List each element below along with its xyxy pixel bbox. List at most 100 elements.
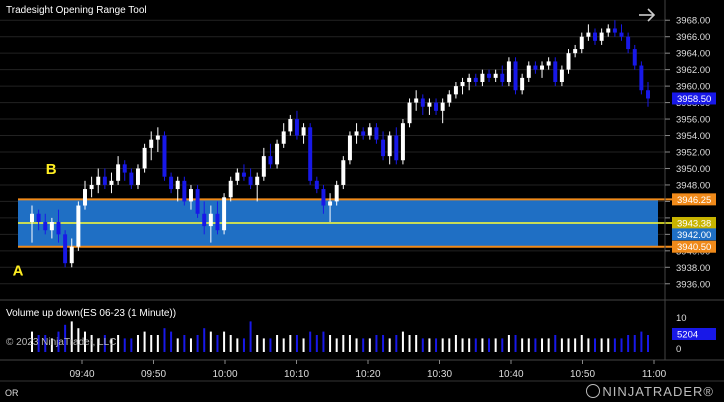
candle-body <box>294 119 299 136</box>
candle-body <box>487 73 492 78</box>
axes: 3936.003938.003940.003942.003948.003950.… <box>69 0 710 380</box>
volume-bar <box>276 335 279 352</box>
y-tick-label: 3960.00 <box>676 82 710 93</box>
candle-body <box>162 135 167 177</box>
x-tick-label: 10:00 <box>212 369 237 380</box>
candle-body <box>69 246 74 264</box>
candle-body <box>347 135 352 161</box>
brand-name: NINJATRADER <box>602 384 704 399</box>
price-tag-bg <box>672 228 716 241</box>
volume-bar <box>547 338 550 352</box>
candle-body <box>175 180 180 190</box>
volume-price-tag: 5204 <box>677 330 698 341</box>
volume-bar <box>50 338 53 352</box>
volume-bar <box>395 335 398 352</box>
volume-bar <box>368 338 371 352</box>
x-tick-label: 11:00 <box>642 369 667 380</box>
volume-bar <box>329 335 332 352</box>
volume-bar <box>640 331 643 352</box>
brand-logo-icon <box>586 384 601 398</box>
y-tick-label: 3936.00 <box>676 279 710 290</box>
volume-bar <box>474 338 477 352</box>
price-tag-bg <box>672 92 716 105</box>
candle-body <box>374 127 379 140</box>
volume-bar <box>130 338 133 352</box>
volume-bar <box>183 335 186 352</box>
y-tick-label: 3954.00 <box>676 131 710 142</box>
right-arrow-icon[interactable] <box>636 6 658 24</box>
candle-body <box>301 127 306 136</box>
candle-body <box>420 98 425 107</box>
y-tick-label: 3968.00 <box>676 16 710 27</box>
volume-bar <box>375 335 378 352</box>
volume-bar <box>322 331 325 352</box>
volume-bar <box>83 331 86 352</box>
volume-bar <box>441 338 444 352</box>
volume-bar <box>554 335 557 352</box>
candle-body <box>566 53 571 70</box>
volume-bar <box>428 338 431 352</box>
volume-bar <box>560 338 563 352</box>
volume-bar <box>203 328 206 352</box>
candle-body <box>361 131 366 136</box>
volume-bar <box>249 321 252 352</box>
candle-body <box>43 222 48 231</box>
volume-bar <box>494 338 497 352</box>
price-tag: 3946.25 <box>677 195 711 206</box>
volume-bar <box>567 338 570 352</box>
volume-bar <box>150 335 153 352</box>
volume-bar <box>461 338 464 352</box>
candle-body <box>632 49 637 66</box>
copyright-text: © 2023 NinjaTrader, LLC <box>6 337 117 348</box>
candle-body <box>540 65 545 70</box>
volume-tick-label: 0 <box>676 344 681 355</box>
chart-title: Tradesight Opening Range Tool <box>6 5 147 16</box>
candle-body <box>169 176 174 190</box>
volume-bar <box>514 335 517 352</box>
candle-body <box>195 189 200 214</box>
volume-grid-lines <box>0 299 724 382</box>
candle-body <box>109 180 114 185</box>
candle-body <box>546 61 551 66</box>
volume-bar <box>627 335 630 352</box>
candle-body <box>202 213 207 227</box>
volume-bar <box>408 335 411 352</box>
candle-body <box>626 36 631 50</box>
price-tag-bg <box>672 240 716 253</box>
candle-body <box>586 32 591 37</box>
volume-price-tag-bg <box>672 328 716 340</box>
annotation-label: B <box>46 161 57 178</box>
volume-bars <box>31 321 649 352</box>
candle-body <box>354 131 359 136</box>
candle-body <box>235 172 240 181</box>
volume-bar <box>534 338 537 352</box>
corner-label: OR <box>5 388 19 398</box>
candle-body <box>533 65 538 70</box>
x-tick-label: 10:40 <box>498 369 523 380</box>
candle-body <box>520 77 525 91</box>
volume-bar <box>302 338 305 352</box>
candle-body <box>49 222 54 231</box>
candle-body <box>593 32 597 41</box>
candle-body <box>573 49 578 54</box>
volume-bar <box>216 335 219 352</box>
volume-bar <box>362 338 365 352</box>
volume-bar <box>229 335 232 352</box>
candle-body <box>76 205 81 247</box>
price-tag: 3958.50 <box>677 94 711 105</box>
candle-body <box>89 184 94 190</box>
price-tag-bg <box>672 193 716 206</box>
volume-bar <box>388 338 391 352</box>
volume-bar <box>44 335 47 352</box>
volume-bar <box>209 331 212 352</box>
volume-bar <box>110 338 113 352</box>
candle-body <box>559 69 564 82</box>
volume-bar <box>613 338 616 352</box>
candle-body <box>116 164 121 181</box>
volume-bar <box>196 335 199 352</box>
volume-bar <box>90 335 93 352</box>
y-tick-label: 3962.00 <box>676 65 710 76</box>
volume-bar <box>315 335 318 352</box>
